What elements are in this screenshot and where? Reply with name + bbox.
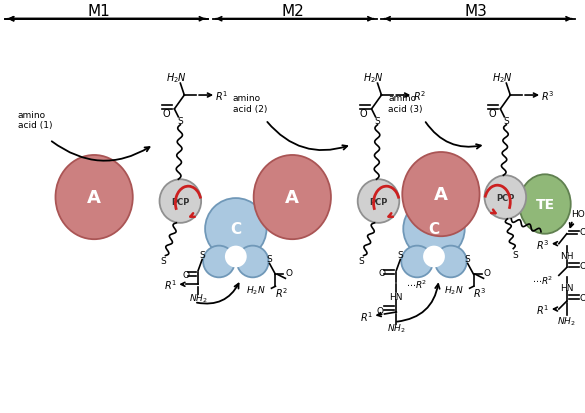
Text: O: O (379, 268, 386, 277)
Text: $R^1$: $R^1$ (360, 309, 373, 323)
Ellipse shape (435, 246, 467, 278)
Text: M2: M2 (282, 4, 305, 19)
Text: PCP: PCP (496, 193, 515, 202)
Text: HO: HO (571, 210, 584, 219)
Text: PCP: PCP (171, 197, 190, 206)
Text: $R^1$: $R^1$ (164, 278, 177, 292)
Ellipse shape (423, 246, 445, 268)
Text: $R^3$: $R^3$ (541, 89, 555, 103)
Text: HN: HN (390, 292, 403, 301)
Text: A: A (285, 189, 300, 206)
Text: HN: HN (560, 283, 573, 292)
Text: O: O (579, 261, 585, 270)
Ellipse shape (56, 156, 133, 240)
Text: M3: M3 (464, 4, 487, 19)
Ellipse shape (237, 246, 269, 278)
Text: $R^2$: $R^2$ (275, 286, 288, 299)
Text: amino
acid (2): amino acid (2) (233, 94, 267, 114)
Text: $R^1$: $R^1$ (215, 89, 229, 103)
Text: S: S (512, 250, 518, 259)
Ellipse shape (254, 156, 331, 240)
Ellipse shape (484, 176, 526, 219)
Text: TE: TE (535, 197, 555, 211)
Text: O: O (579, 228, 585, 237)
Text: S: S (504, 117, 509, 126)
Text: O: O (163, 109, 170, 119)
Ellipse shape (401, 246, 433, 278)
Text: S: S (374, 117, 380, 126)
Text: S: S (267, 254, 273, 263)
Text: O: O (183, 270, 190, 279)
Ellipse shape (519, 175, 571, 234)
Text: C: C (428, 222, 439, 237)
Text: O: O (579, 293, 585, 302)
Text: $NH_2$: $NH_2$ (189, 292, 208, 305)
Text: $NH_2$: $NH_2$ (558, 315, 576, 328)
Ellipse shape (357, 180, 400, 223)
Text: C: C (230, 222, 242, 237)
Text: O: O (488, 109, 496, 119)
Ellipse shape (205, 199, 267, 260)
Text: S: S (397, 250, 403, 259)
Ellipse shape (403, 199, 464, 260)
Ellipse shape (402, 153, 480, 237)
Text: O: O (360, 109, 367, 119)
Text: S: S (177, 117, 183, 126)
Text: M1: M1 (88, 4, 111, 19)
Text: O: O (484, 268, 491, 277)
Text: A: A (87, 189, 101, 206)
Text: S: S (465, 254, 470, 263)
Text: $R^3$: $R^3$ (536, 237, 550, 251)
Text: $R^3$: $R^3$ (473, 286, 486, 299)
Text: $H_2N$: $H_2N$ (363, 71, 384, 85)
Text: PCP: PCP (369, 197, 388, 206)
Text: S: S (359, 256, 364, 266)
Text: amino
acid (1): amino acid (1) (18, 111, 52, 130)
Text: $H_2N$: $H_2N$ (166, 71, 187, 85)
Text: O: O (286, 268, 293, 277)
Text: $H_2N$: $H_2N$ (444, 284, 464, 297)
Text: S: S (199, 250, 205, 259)
Ellipse shape (160, 180, 201, 223)
Text: $H_2N$: $H_2N$ (492, 71, 513, 85)
Text: $H_2N$: $H_2N$ (246, 284, 266, 297)
Text: NH: NH (560, 252, 573, 261)
Text: $\cdots R^2$: $\cdots R^2$ (406, 278, 428, 291)
Text: O: O (377, 306, 384, 315)
Ellipse shape (225, 246, 247, 268)
Text: S: S (161, 256, 166, 266)
Text: $NH_2$: $NH_2$ (387, 322, 406, 334)
Text: $\cdots R^2$: $\cdots R^2$ (532, 273, 553, 286)
Text: $R^1$: $R^1$ (536, 302, 549, 316)
Text: A: A (434, 186, 448, 204)
Text: amino
acid (3): amino acid (3) (388, 94, 423, 114)
Ellipse shape (203, 246, 235, 278)
Text: $R^2$: $R^2$ (412, 89, 426, 103)
